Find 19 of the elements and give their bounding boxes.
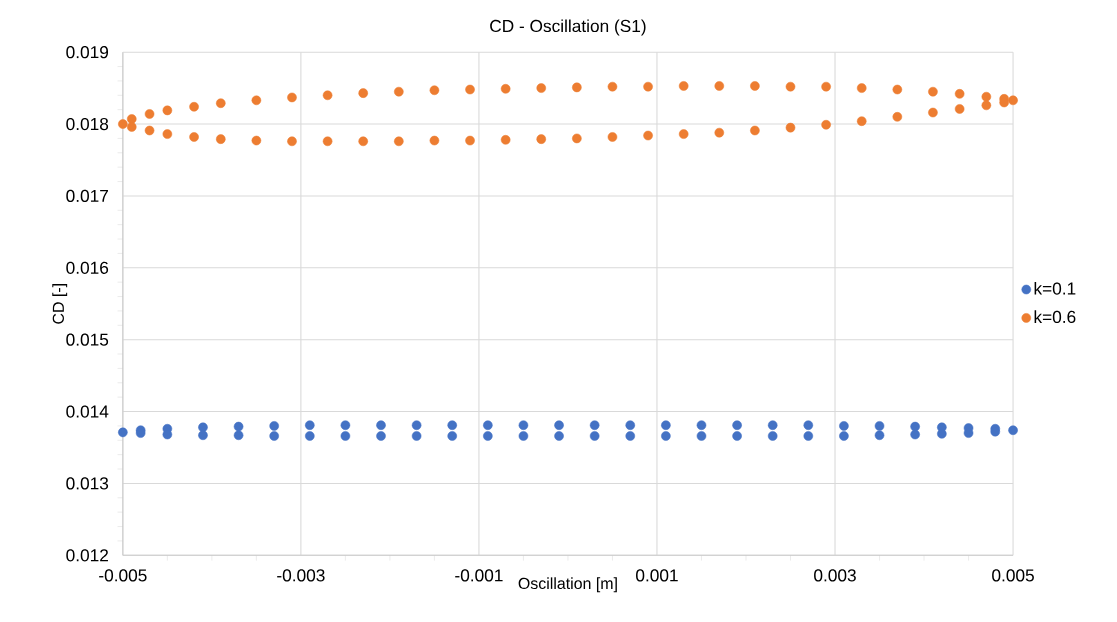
y-tick-label: 0.012 [66, 549, 108, 562]
x-axis-title: Oscillation [m] [518, 577, 617, 593]
legend-label: k=0.1 [1034, 281, 1076, 295]
y-tick-label: 0.013 [66, 477, 109, 490]
y-tick-label: 0.019 [66, 45, 109, 59]
x-tick-label: 0.003 [814, 569, 856, 582]
x-tick-label: 0.005 [992, 569, 1034, 582]
chart-title: CD - Oscillation (S1) [490, 19, 646, 36]
y-tick-label: 0.014 [66, 405, 109, 418]
y-axis-title: CD [-] [52, 283, 68, 324]
x-tick-label: -0.001 [455, 569, 503, 582]
x-tick-label: -0.005 [99, 569, 147, 582]
y-tick-label: 0.015 [66, 333, 109, 346]
y-tick-label: 0.017 [66, 189, 108, 202]
x-tick-label: -0.003 [277, 569, 325, 582]
legend-label: k=0.6 [1034, 310, 1076, 323]
y-tick-label: 0.016 [66, 261, 109, 274]
x-tick-label: 0.001 [636, 569, 678, 582]
y-tick-label: 0.018 [66, 117, 109, 131]
